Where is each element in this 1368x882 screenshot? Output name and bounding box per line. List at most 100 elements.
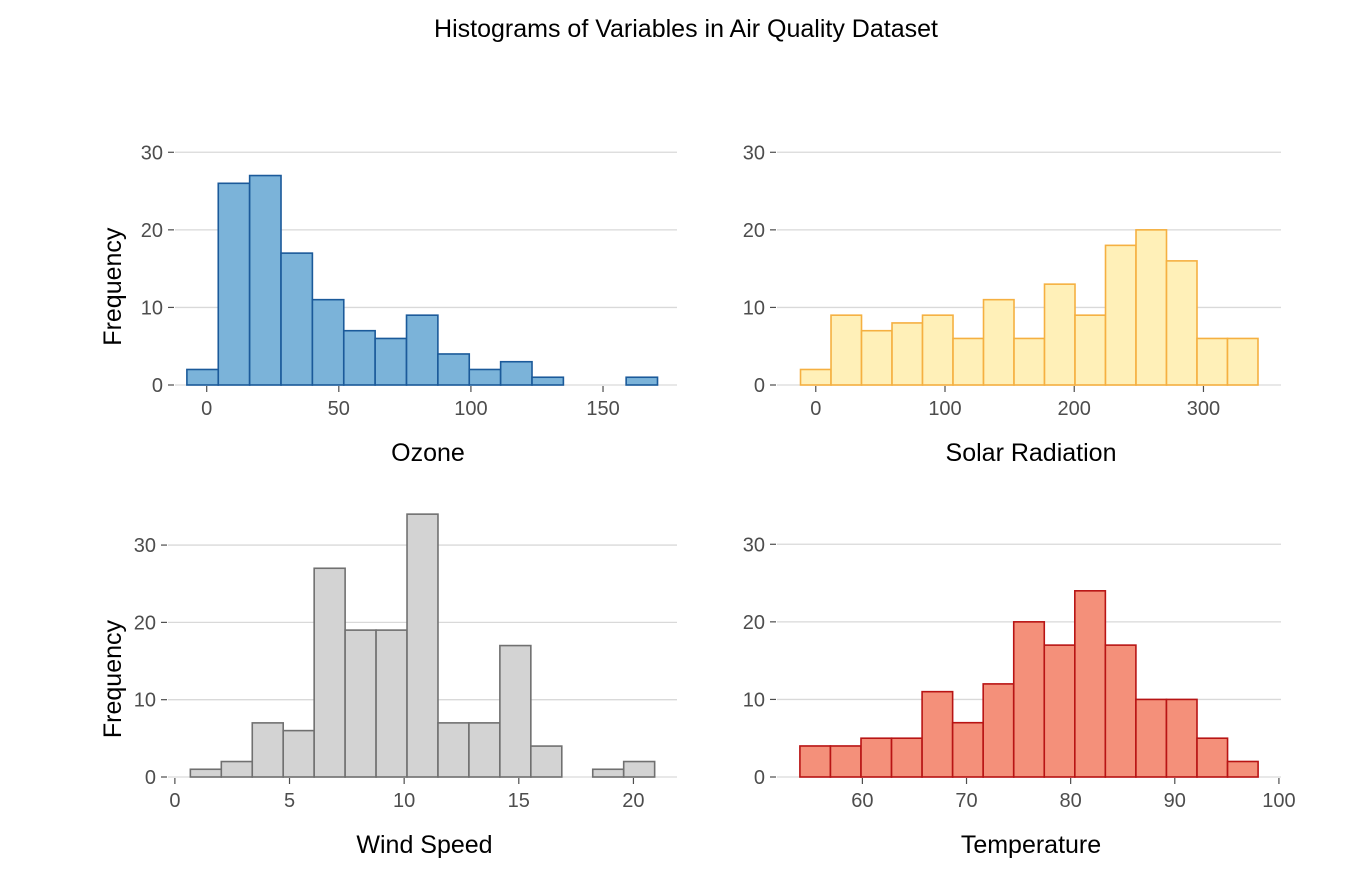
wind-speed-bar bbox=[468, 722, 501, 778]
wind-speed-bar bbox=[189, 768, 223, 778]
solar-radiation-bar bbox=[1013, 337, 1046, 386]
ozone-bar bbox=[280, 252, 314, 386]
temperature-bar bbox=[860, 737, 893, 778]
temperature-bar bbox=[951, 721, 984, 778]
ozone-x-axis-title: Ozone bbox=[391, 439, 465, 467]
wind-speed-bar bbox=[313, 567, 346, 778]
solar-radiation-bar bbox=[1196, 337, 1229, 386]
ozone-x-tick-label: 100 bbox=[454, 398, 487, 420]
solar-radiation-y-tick-label: 30 bbox=[743, 142, 765, 164]
wind-speed-x-tick-label: 20 bbox=[622, 790, 644, 812]
solar-radiation-bar bbox=[952, 337, 985, 386]
temperature-y-tick-label: 30 bbox=[743, 534, 765, 556]
wind-speed-bar bbox=[375, 629, 408, 778]
temperature-bar bbox=[1043, 644, 1076, 778]
temperature-bar bbox=[1165, 698, 1198, 778]
wind-speed-x-tick-label: 15 bbox=[508, 790, 530, 812]
solar-radiation-bar bbox=[982, 298, 1015, 386]
wind-speed-bar bbox=[406, 513, 439, 778]
ozone-bar bbox=[248, 174, 282, 386]
temperature-y-tick-label: 10 bbox=[743, 689, 765, 711]
ozone-y-tick-label: 30 bbox=[141, 142, 163, 164]
solar-radiation-bar bbox=[860, 329, 893, 386]
temperature-x-tick-label: 90 bbox=[1164, 790, 1186, 812]
wind-speed-y-tick-label: 10 bbox=[134, 690, 156, 712]
solar-radiation-bar bbox=[1135, 229, 1168, 386]
wind-speed-bar bbox=[344, 629, 377, 778]
ozone-bar bbox=[531, 376, 565, 386]
temperature-bar bbox=[921, 690, 954, 778]
ozone-y-tick-label: 20 bbox=[141, 220, 163, 242]
temperature-bar bbox=[1226, 760, 1259, 778]
temperature-bar bbox=[1074, 590, 1107, 778]
temperature-bar bbox=[890, 737, 923, 778]
solar-radiation-x-axis-title: Solar Radiation bbox=[946, 439, 1117, 467]
ozone-bar bbox=[468, 368, 502, 386]
wind-speed-bar bbox=[591, 768, 625, 778]
solar-radiation-y-tick-label: 20 bbox=[743, 220, 765, 242]
ozone-bar bbox=[625, 376, 659, 386]
temperature-bar bbox=[1104, 644, 1137, 778]
temperature-x-tick-label: 60 bbox=[851, 790, 873, 812]
solar-radiation-x-tick-label: 200 bbox=[1058, 398, 1091, 420]
ozone-bar bbox=[437, 353, 471, 386]
solar-radiation-bar bbox=[1165, 260, 1198, 386]
wind-speed-bar bbox=[530, 745, 563, 778]
solar-radiation-bar bbox=[1074, 314, 1107, 386]
solar-radiation-x-tick-label: 100 bbox=[928, 398, 961, 420]
solar-radiation-bar bbox=[799, 368, 832, 386]
figure-title: Histograms of Variables in Air Quality D… bbox=[434, 15, 938, 43]
wind-speed-bar bbox=[220, 760, 254, 778]
temperature-y-tick-label: 0 bbox=[754, 767, 765, 789]
ozone-bar bbox=[217, 182, 251, 386]
wind-speed-bar bbox=[437, 722, 470, 778]
solar-radiation-bar bbox=[830, 314, 863, 386]
solar-radiation-bar bbox=[891, 322, 924, 386]
panel-temperature: 0 10 20 30 60 70 80 90 100 Temperature bbox=[743, 534, 1296, 859]
solar-radiation-bar bbox=[1226, 337, 1259, 386]
temperature-bar bbox=[829, 745, 862, 778]
temperature-x-tick-label: 70 bbox=[955, 790, 977, 812]
solar-radiation-bar bbox=[1104, 244, 1137, 386]
solar-radiation-x-tick-label: 300 bbox=[1187, 398, 1220, 420]
wind-speed-y-tick-label: 20 bbox=[134, 612, 156, 634]
wind-speed-x-axis-title: Wind Speed bbox=[356, 831, 492, 859]
temperature-bar bbox=[1012, 621, 1046, 778]
ozone-bar bbox=[186, 368, 220, 386]
wind-speed-bar bbox=[622, 760, 656, 778]
temperature-y-tick-label: 20 bbox=[743, 612, 765, 634]
temperature-bar bbox=[1196, 737, 1229, 778]
wind-speed-x-tick-label: 5 bbox=[284, 790, 295, 812]
wind-speed-bar bbox=[282, 729, 315, 778]
temperature-bar bbox=[1135, 698, 1168, 778]
wind-speed-y-tick-label: 30 bbox=[134, 535, 156, 557]
wind-speed-y-tick-label: 0 bbox=[145, 767, 156, 789]
ozone-bar bbox=[342, 329, 376, 386]
ozone-y-tick-label: 10 bbox=[141, 297, 163, 319]
temperature-bar bbox=[982, 683, 1015, 778]
solar-radiation-y-tick-label: 10 bbox=[743, 297, 765, 319]
ozone-x-tick-label: 150 bbox=[586, 398, 619, 420]
wind-speed-x-tick-label: 10 bbox=[393, 790, 415, 812]
solar-radiation-x-tick-label: 0 bbox=[810, 398, 821, 420]
ozone-y-axis-title: Frequency bbox=[99, 227, 127, 346]
wind-speed-x-tick-label: 0 bbox=[169, 790, 180, 812]
solar-radiation-bar bbox=[921, 314, 954, 386]
panel-ozone: 0 10 20 30 0 50 100 150 Ozone Frequency bbox=[99, 142, 677, 467]
ozone-bar bbox=[499, 360, 533, 386]
ozone-x-tick-label: 0 bbox=[201, 398, 212, 420]
temperature-x-tick-label: 100 bbox=[1262, 790, 1295, 812]
ozone-bar bbox=[405, 314, 439, 386]
ozone-x-tick-label: 50 bbox=[328, 398, 350, 420]
solar-radiation-bar bbox=[1043, 283, 1076, 386]
ozone-bar bbox=[374, 337, 408, 386]
solar-radiation-y-tick-label: 0 bbox=[754, 375, 765, 397]
ozone-bar bbox=[311, 298, 345, 386]
wind-speed-bar bbox=[251, 722, 285, 778]
wind-speed-bar bbox=[499, 644, 532, 778]
temperature-x-tick-label: 80 bbox=[1060, 790, 1082, 812]
panel-wind-speed: 0 10 20 30 0 5 10 15 20 Wind Speed Frequency bbox=[99, 513, 677, 859]
ozone-y-tick-label: 0 bbox=[152, 375, 163, 397]
